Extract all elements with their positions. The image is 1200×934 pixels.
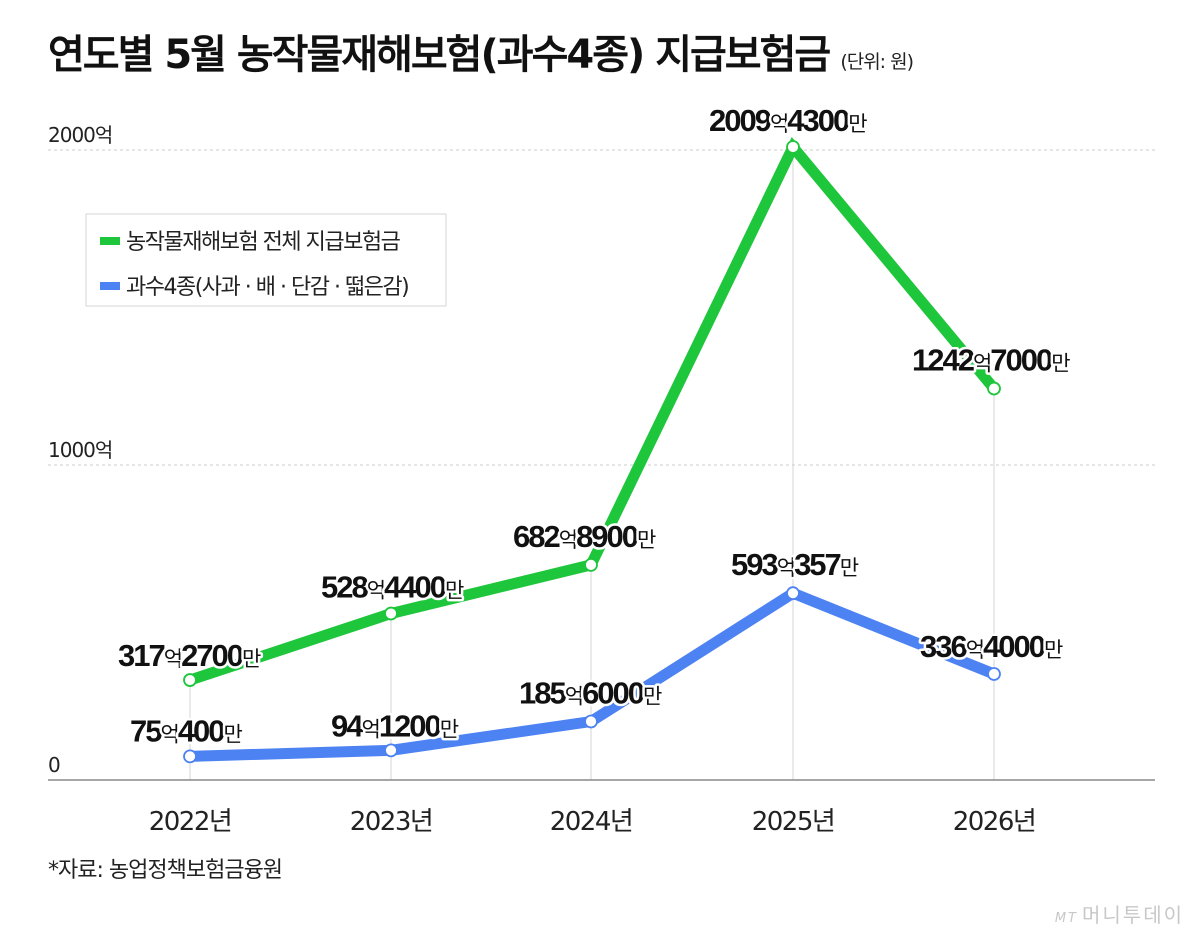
label-number: 2009 — [709, 103, 772, 138]
data-label: 75억400만 — [130, 713, 243, 748]
label-unit: 만 — [848, 113, 867, 136]
x-tick-label: 2022년 — [149, 807, 232, 837]
legend-label: 과수4종(사과 · 배 · 단감 · 떫은감) — [126, 275, 408, 300]
y-tick-label: 0 — [48, 753, 60, 777]
label-number: 1200 — [379, 708, 441, 743]
label-number: 7000 — [990, 343, 1052, 378]
data-labels: 317억2700만528억4400만682억8900만2009억4300만124… — [116, 101, 1075, 751]
data-label: 2009억4300만 — [709, 103, 867, 138]
label-unit: 만 — [445, 580, 464, 603]
grid-layer — [48, 149, 1155, 466]
label-number: 682 — [513, 519, 559, 554]
y-tick-label: 2000억 — [48, 123, 112, 147]
label-unit: 억 — [770, 113, 787, 136]
data-point — [183, 673, 197, 687]
brand-logo: MT 머니투데이 — [1055, 899, 1184, 928]
label-unit: 억 — [973, 353, 990, 376]
label-number: 1242 — [912, 343, 974, 378]
x-tick-label: 2023년 — [350, 807, 433, 837]
legend-box — [85, 213, 447, 307]
label-unit: 만 — [1044, 639, 1063, 662]
label-unit: 억 — [559, 529, 576, 552]
data-point — [786, 140, 800, 154]
label-unit: 억 — [361, 718, 378, 741]
label-unit: 억 — [164, 648, 181, 671]
label-number: 4300 — [787, 103, 849, 138]
data-point — [584, 557, 598, 572]
brand-name: 머니투데이 — [1082, 903, 1184, 927]
label-number: 528 — [321, 570, 368, 605]
title-area: 연도별 5월 농작물재해보험(과수4종) 지급보험금 (단위: 원) — [48, 22, 914, 80]
label-number: 94 — [331, 708, 364, 743]
data-label: 593억357만 — [731, 547, 859, 582]
data-point — [384, 743, 398, 758]
label-unit: 억 — [367, 580, 384, 603]
label-unit: 억 — [966, 639, 983, 662]
data-label: 336억4000만 — [920, 629, 1063, 664]
label-number: 357 — [794, 547, 840, 582]
label-number: 2700 — [181, 638, 243, 673]
data-point — [183, 749, 197, 764]
label-number: 336 — [920, 629, 967, 664]
label-number: 4000 — [983, 629, 1045, 664]
label-unit: 만 — [1051, 353, 1070, 376]
series-layer — [183, 136, 1001, 764]
label-unit: 만 — [224, 723, 243, 746]
source-note: *자료: 농업정책보험금융원 — [48, 858, 283, 883]
data-point — [384, 606, 398, 621]
data-point — [786, 586, 800, 601]
data-label: 317억2700만 — [118, 638, 261, 673]
label-unit: 만 — [840, 557, 859, 580]
data-guide-lines — [189, 147, 995, 780]
label-number: 75 — [130, 713, 162, 748]
data-point — [987, 381, 1001, 396]
label-number: 185 — [519, 676, 566, 711]
chart-title: 연도별 5월 농작물재해보험(과수4종) 지급보험금 — [48, 32, 831, 78]
label-unit: 억 — [565, 686, 582, 709]
data-point — [584, 714, 598, 729]
axes: 0 1000억 2000억 2022년 2023년 2024년 2025년 2026년 — [48, 123, 1155, 837]
label-number: 400 — [178, 713, 224, 748]
data-point — [987, 667, 1001, 681]
label-number: 6000 — [582, 676, 644, 711]
label-unit: 만 — [637, 529, 656, 552]
y-tick-label: 1000억 — [48, 438, 112, 462]
data-label: 185억6000만 — [519, 676, 662, 711]
label-number: 593 — [731, 547, 778, 582]
legend-label: 농작물재해보험 전체 지급보험금 — [126, 230, 401, 255]
x-tick-label: 2024년 — [550, 807, 633, 837]
label-unit: 억 — [160, 723, 177, 746]
brand-mark: MT — [1054, 911, 1078, 926]
label-number: 4400 — [384, 570, 446, 605]
label-unit: 만 — [440, 718, 459, 741]
unit-note: (단위: 원) — [840, 51, 914, 73]
label-number: 317 — [118, 638, 164, 673]
label-number: 8900 — [576, 519, 638, 554]
x-tick-label: 2026년 — [953, 807, 1036, 837]
label-unit: 만 — [643, 686, 662, 709]
label-unit: 억 — [777, 557, 794, 580]
data-label: 528억4400만 — [321, 570, 464, 605]
x-tick-label: 2025년 — [752, 807, 835, 837]
data-label: 94억1200만 — [331, 708, 459, 743]
label-unit: 만 — [242, 648, 261, 671]
data-label: 682억8900만 — [513, 519, 656, 554]
data-label: 1242억7000만 — [912, 343, 1070, 378]
